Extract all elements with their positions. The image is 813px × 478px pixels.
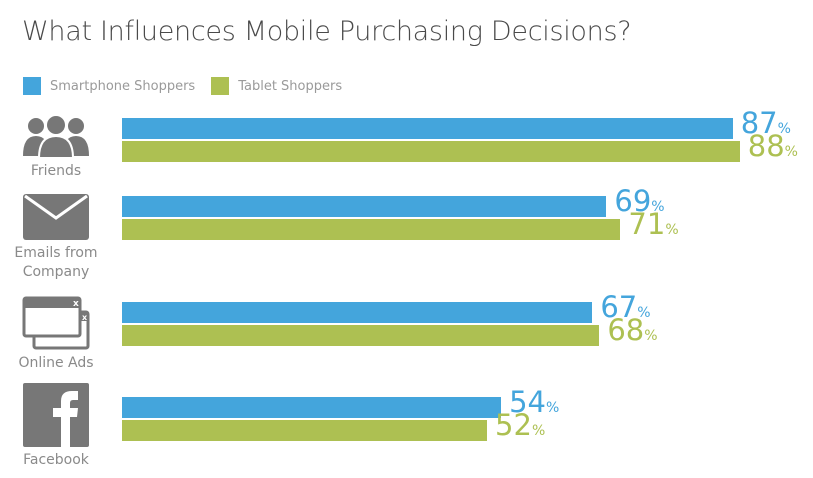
data-label: 71% (628, 207, 679, 241)
category-facebook: Facebook (0, 383, 112, 470)
data-label: 87% (740, 106, 791, 140)
bar-tablet-3 (122, 420, 488, 441)
legend: Smartphone Shoppers Tablet Shoppers (23, 77, 358, 95)
people-icon (23, 114, 89, 158)
category-friends: Friends (0, 114, 112, 181)
data-label: 52% (495, 408, 546, 442)
chart-title: What Influences Mobile Purchasing Decisi… (22, 16, 632, 47)
bar-smartphone-2 (122, 302, 593, 323)
data-label: 68% (607, 313, 658, 347)
data-label: 67% (600, 290, 651, 324)
bar-tablet-2 (122, 325, 600, 346)
bar-smartphone-3 (122, 397, 502, 418)
category-label: Emails from Company (14, 245, 98, 280)
svg-text:x: x (82, 313, 88, 322)
legend-swatch-smartphone (23, 77, 41, 95)
bar-smartphone-1 (122, 196, 607, 217)
bar-tablet-1 (122, 219, 621, 240)
category-emails: Emails from Company (0, 194, 112, 282)
bar-smartphone-0 (122, 118, 733, 139)
envelope-icon (23, 194, 89, 240)
data-label: 69% (614, 184, 665, 218)
category-label: Facebook (23, 452, 89, 468)
data-label: 88% (747, 129, 798, 163)
legend-item-tablet: Tablet Shoppers (211, 77, 342, 95)
browser-windows-icon: x x (22, 296, 90, 350)
data-label: 54% (509, 385, 560, 419)
legend-swatch-tablet (211, 77, 230, 95)
svg-text:x: x (73, 299, 79, 309)
category-label: Friends (30, 163, 82, 179)
category-label: Online Ads (18, 355, 94, 371)
bar-tablet-0 (122, 141, 740, 162)
legend-label-smartphone: Smartphone Shoppers (50, 78, 196, 94)
legend-label-tablet: Tablet Shoppers (238, 78, 343, 94)
category-online-ads: x x Online Ads (0, 296, 112, 373)
facebook-icon (23, 383, 89, 447)
legend-item-smartphone: Smartphone Shoppers (23, 77, 195, 95)
